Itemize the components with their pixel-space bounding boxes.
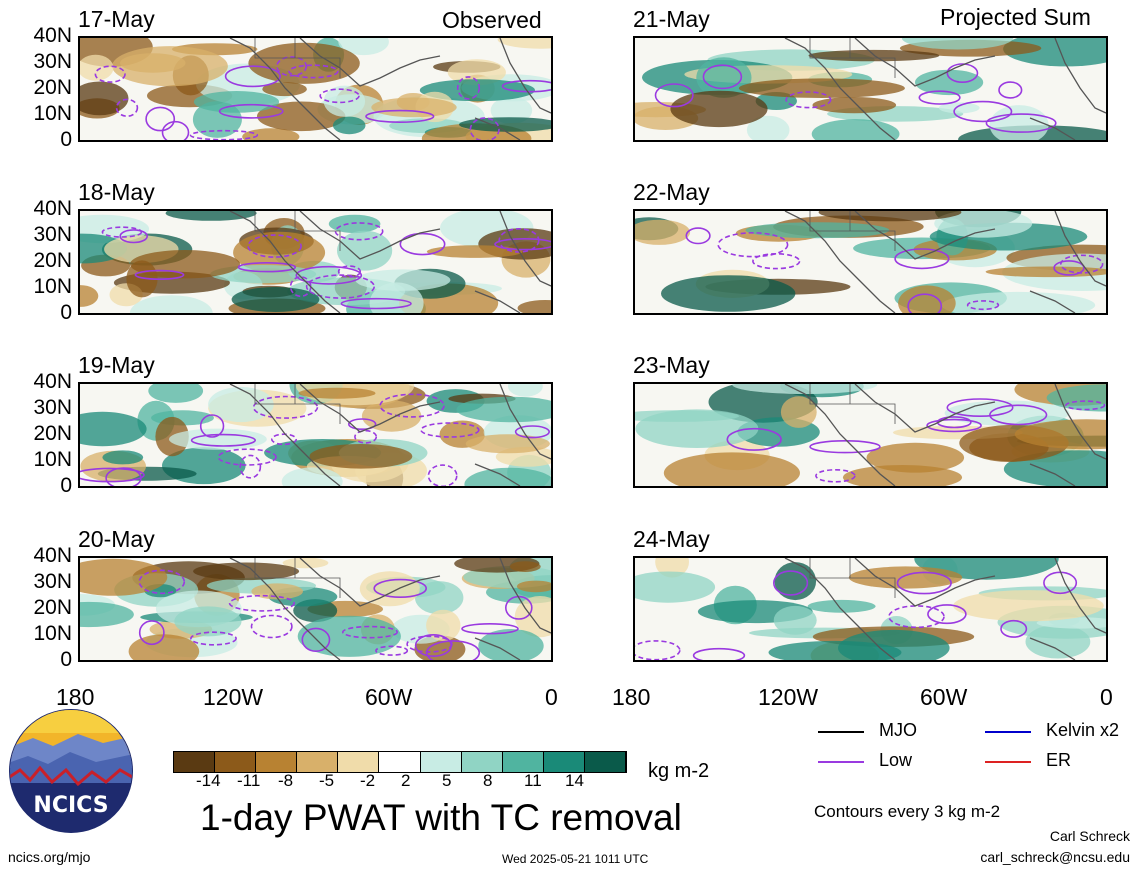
map-panel-18-may [78,209,553,315]
panel-date-20-may: 20-May [78,526,155,552]
colorbar-swatch [174,752,216,772]
colorbar-swatch [379,752,421,772]
panel-date-18-may: 18-May [78,179,155,205]
legend-label: ER [1046,750,1072,770]
colorbar-swatch [256,752,298,772]
map-panel-19-may [78,382,553,488]
colorbar-tick-label: 5 [442,771,452,790]
colorbar-tick-label: 2 [401,771,411,790]
y-tick-label: 0 [60,301,72,324]
legend-line-low [818,761,864,763]
colorbar-swatch [215,752,257,772]
legend-line-kelvin-x2 [985,731,1031,733]
colorbar-tick-label: -5 [319,771,335,790]
y-tick-label: 10N [33,448,72,471]
x-tick-label: 180 [612,684,651,710]
y-tick-label: 10N [33,275,72,298]
panel-date-19-may: 19-May [78,352,155,378]
colorbar-tick-label: -8 [278,771,294,790]
colorbar-swatch [584,752,627,772]
x-tick-label: 0 [1100,684,1113,710]
y-tick-label: 0 [60,128,72,151]
x-tick-label: 0 [545,684,558,710]
map-panel-21-may [633,36,1108,142]
y-tick-label: 40N [33,24,72,47]
x-tick-label: 120W [758,684,819,710]
footer-url: ncics.org/mjo [8,849,91,865]
y-tick-label: 40N [33,197,72,220]
y-tick-label: 30N [33,223,72,246]
y-tick-label: 40N [33,370,72,393]
legend-line-mjo [818,731,864,733]
legend-label: Kelvin x2 [1046,720,1120,740]
colorbar-tick-label: -2 [360,771,376,790]
panel-date-23-may: 23-May [633,352,710,378]
y-tick-label: 20N [33,422,72,445]
legend-label: Low [879,750,913,770]
colorbar-swatch [338,752,380,772]
colorbar-swatch [461,752,503,772]
y-tick-label: 30N [33,396,72,419]
x-tick-label: 60W [920,684,968,710]
y-tick-label: 10N [33,622,72,645]
colorbar-swatch [297,752,339,772]
footer-author: Carl Schreck [1049,828,1130,844]
ncics-logo: NCICS [8,708,134,834]
y-tick-label: 0 [60,648,72,671]
colorbar [173,751,627,773]
projected-header: Projected Sum [940,4,1091,30]
contour-note: Contours every 3 kg m-2 [814,802,1001,821]
panel-date-17-may: 17-May [78,6,155,32]
panel-date-21-may: 21-May [633,6,710,32]
x-tick-label: 60W [365,684,413,710]
x-tick-label: 120W [203,684,264,710]
y-tick-label: 20N [33,596,72,619]
colorbar-tick-label: -11 [237,771,261,790]
x-tick-label: 180 [56,684,95,710]
y-tick-label: 20N [33,76,72,99]
colorbar-tick-label: 8 [483,771,493,790]
y-tick-label: 30N [33,50,72,73]
y-tick-label: 0 [60,474,72,497]
legend-line-er [985,761,1031,763]
observed-header: Observed [442,7,542,33]
colorbar-swatch [543,752,585,772]
y-tick-label: 30N [33,570,72,593]
y-tick-label: 20N [33,249,72,272]
logo-text: NCICS [33,793,108,818]
map-panel-17-may [78,36,553,142]
colorbar-tick-label: 11 [524,771,542,790]
map-panel-22-may [633,209,1108,315]
colorbar-units: kg m-2 [648,760,710,782]
map-panel-20-may [78,556,553,662]
panel-date-24-may: 24-May [633,526,710,552]
panel-date-22-may: 22-May [633,179,710,205]
colorbar-tick-label: 14 [565,771,584,790]
y-tick-label: 10N [33,102,72,125]
map-panel-24-may [633,556,1108,662]
colorbar-swatch [502,752,544,772]
colorbar-tick-label: -14 [196,771,221,790]
footer-timestamp: Wed 2025-05-21 1011 UTC [502,852,649,866]
y-tick-label: 40N [33,544,72,567]
footer-email: carl_schreck@ncsu.edu [980,849,1130,865]
legend-label: MJO [879,720,917,740]
map-panel-23-may [633,382,1108,488]
colorbar-swatch [420,752,462,772]
figure-title: 1-day PWAT with TC removal [200,797,682,838]
